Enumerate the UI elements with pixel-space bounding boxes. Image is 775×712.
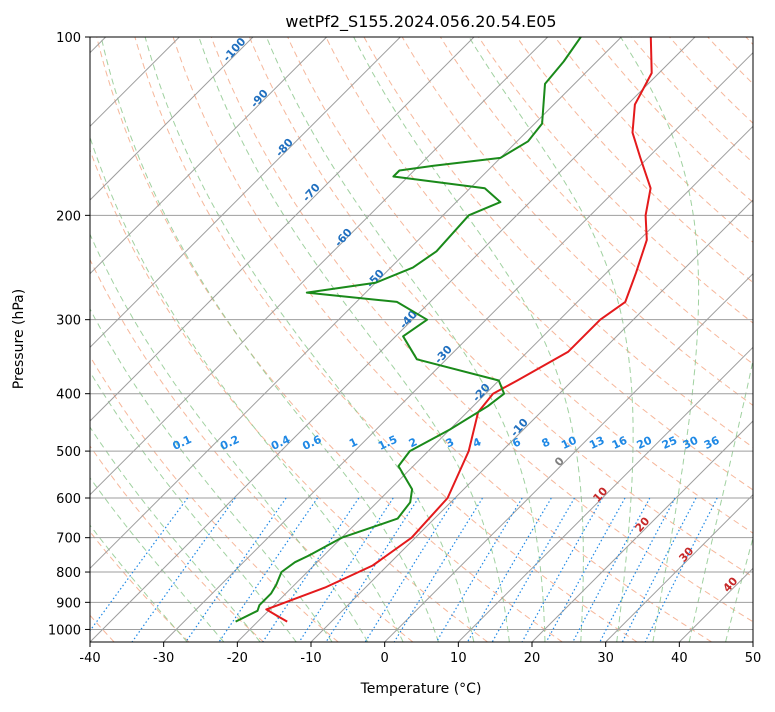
x-tick-label: 40: [671, 651, 688, 666]
y-tick-label: 400: [56, 388, 81, 403]
x-tick-label: -40: [79, 651, 100, 666]
chart-title: wetPf2_S155.2024.056.20.54.E05: [285, 12, 556, 32]
x-tick-label: 0: [381, 651, 389, 666]
y-tick-label: 100: [56, 31, 81, 46]
x-tick-label: -30: [153, 651, 174, 666]
y-tick-label: 200: [56, 209, 81, 224]
x-tick-label: 10: [450, 651, 467, 666]
y-tick-label: 1000: [48, 623, 81, 638]
y-tick-label: 900: [56, 596, 81, 611]
y-tick-label: 500: [56, 445, 81, 460]
x-tick-label: -20: [227, 651, 248, 666]
y-axis-label: Pressure (hPa): [11, 289, 27, 389]
x-tick-label: 50: [745, 651, 762, 666]
y-tick-label: 600: [56, 492, 81, 507]
y-tick-label: 300: [56, 314, 81, 329]
x-tick-label: 30: [597, 651, 614, 666]
x-tick-label: 20: [524, 651, 541, 666]
x-tick-label: -10: [300, 651, 321, 666]
y-tick-label: 700: [56, 532, 81, 547]
y-tick-label: 800: [56, 566, 81, 581]
x-axis-label: Temperature (°C): [360, 681, 482, 697]
